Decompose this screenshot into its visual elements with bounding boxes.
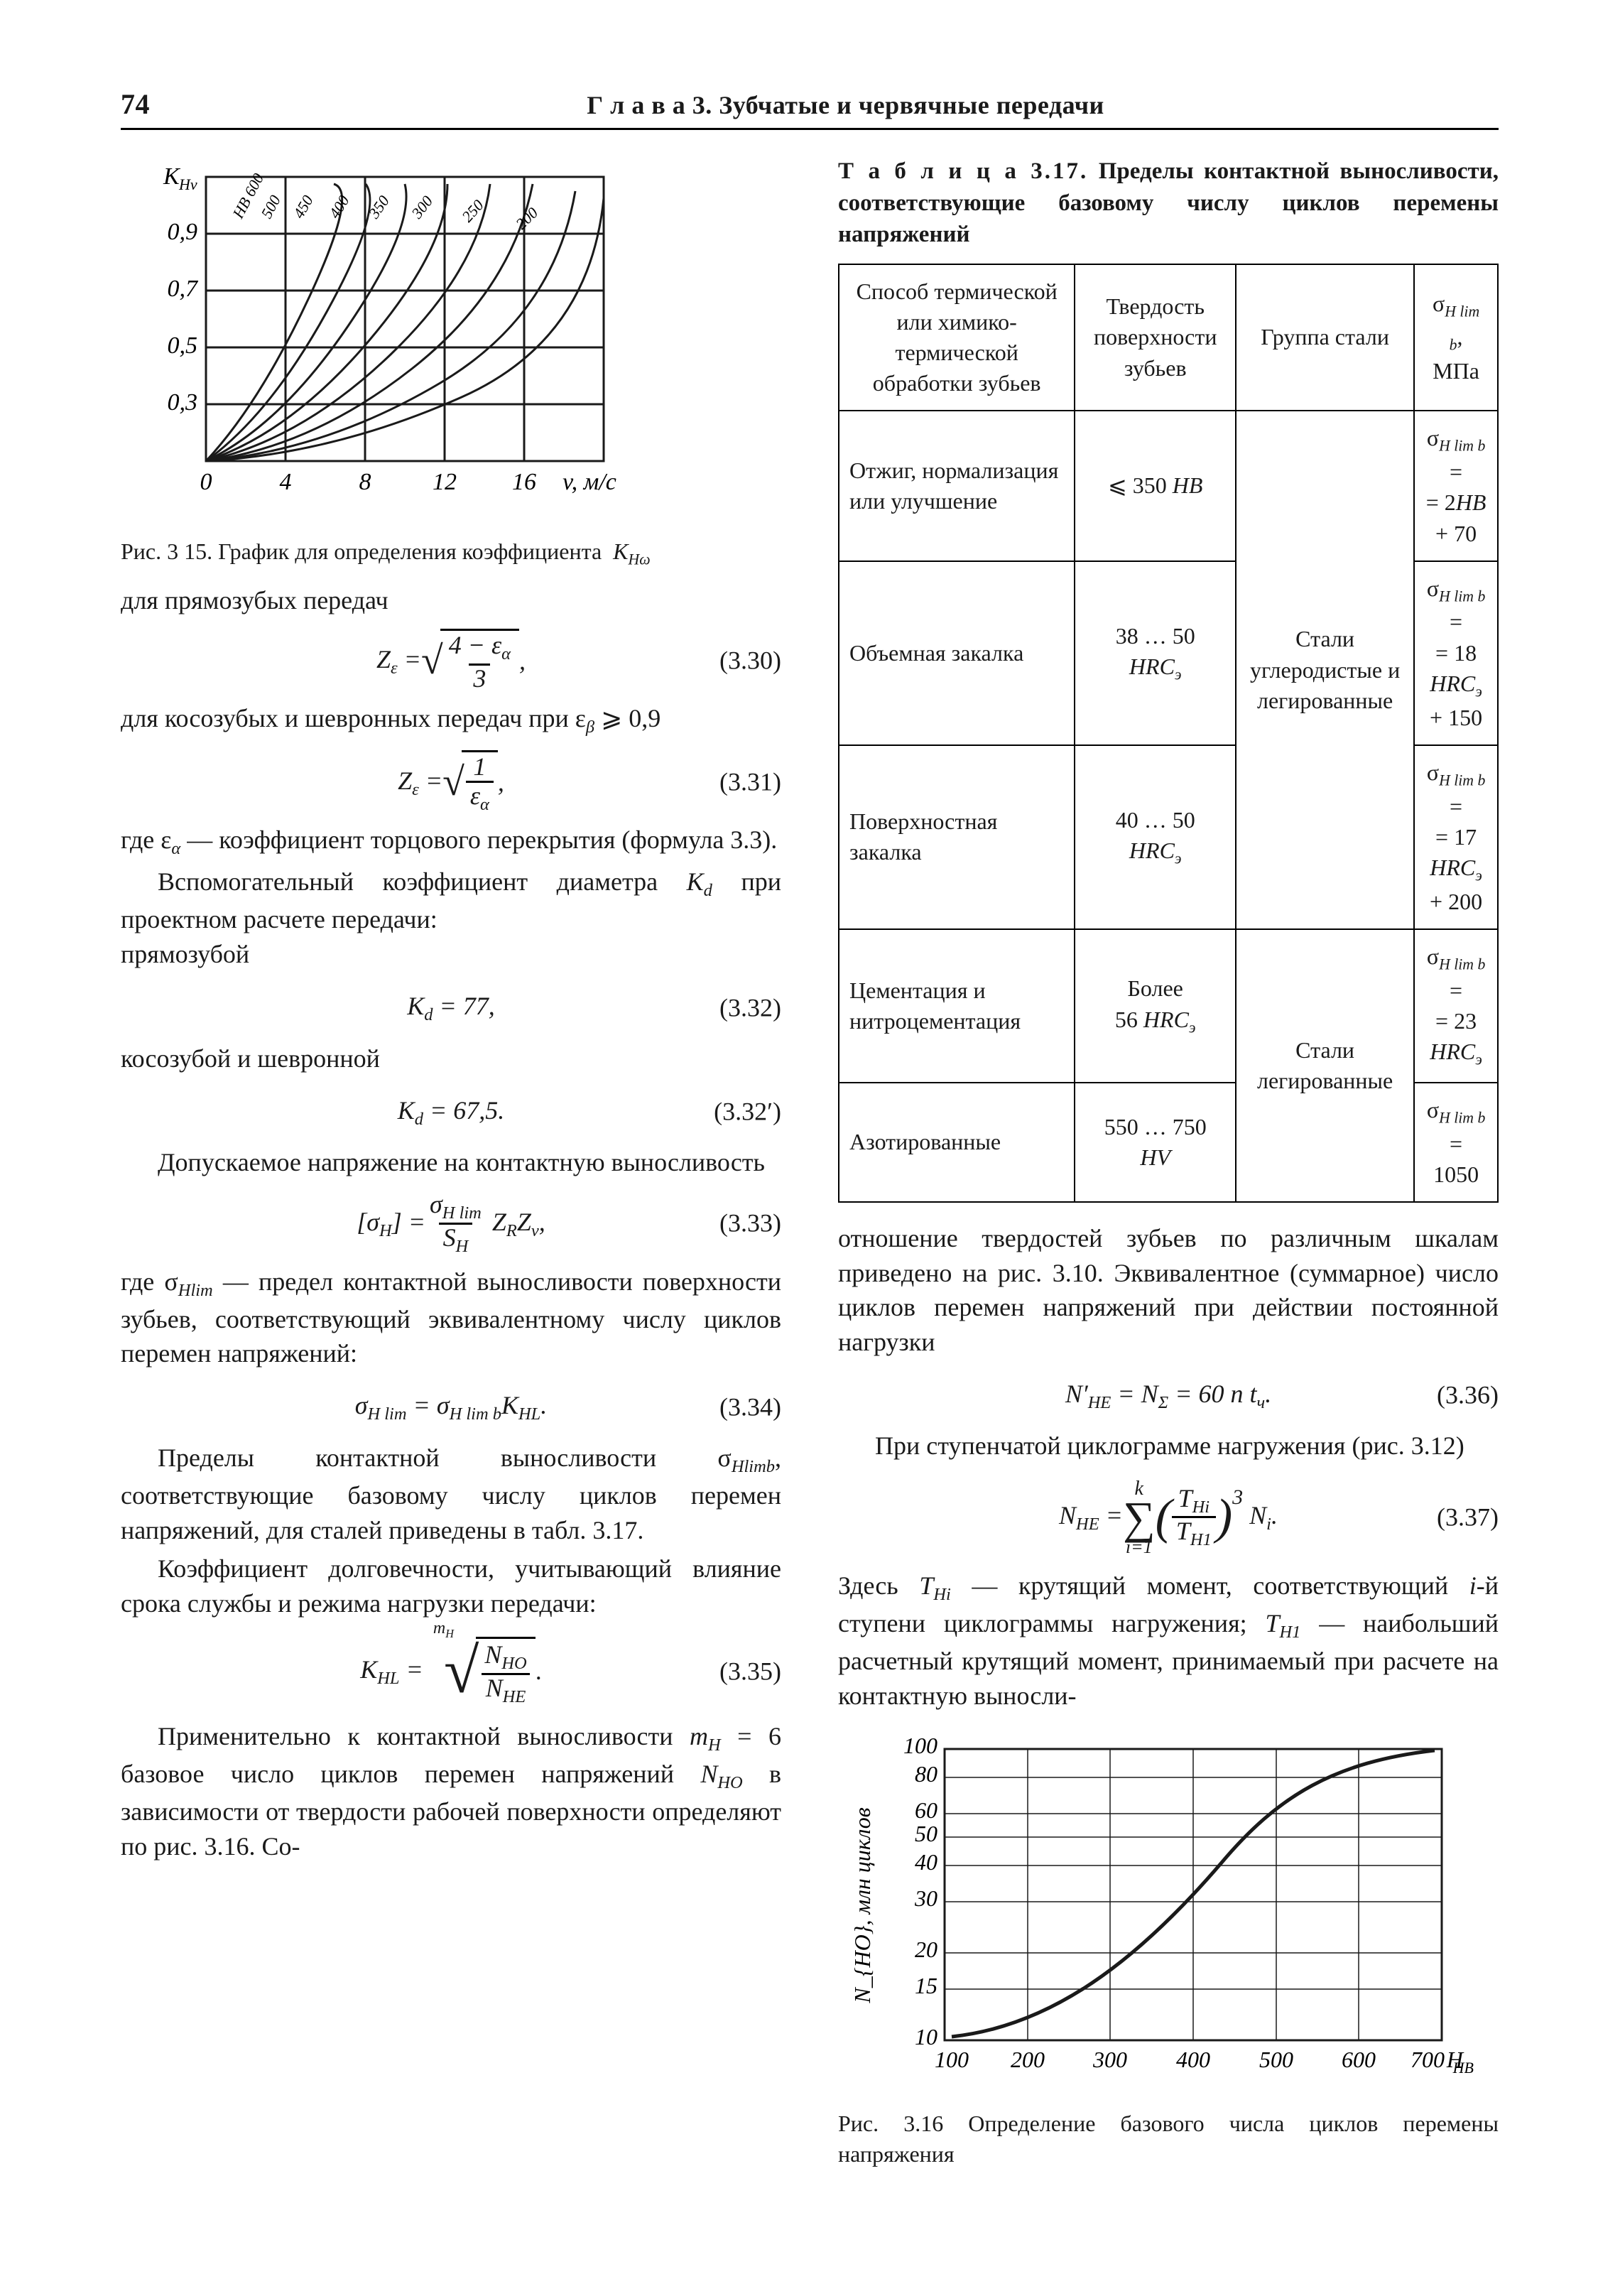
svg-text:400: 400 — [1176, 2047, 1210, 2072]
svg-text:12: 12 — [433, 469, 457, 495]
figure-3-15: K Hv 0,9 0,7 0,5 0,3 0 4 8 12 — [121, 156, 781, 525]
svg-text:500: 500 — [1259, 2047, 1293, 2072]
equation-3-37: NHE = k ∑ i=1 ( THi TH1 )3 Ni. (3.37) — [838, 1475, 1499, 1560]
right-column: Т а б л и ц а 3.17. Пределы контактной в… — [838, 156, 1499, 2182]
left-column: K Hv 0,9 0,7 0,5 0,3 0 4 8 12 — [121, 156, 781, 2182]
para: для прямозубых передач — [121, 583, 781, 618]
para: где εα — коэффициент торцового перекрыти… — [121, 823, 781, 860]
svg-text:40: 40 — [915, 1849, 937, 1875]
table-3-17: Способ термической или химико-термическо… — [838, 264, 1499, 1203]
equation-3-32: Kd = 77, (3.32) — [121, 983, 781, 1033]
svg-text:0,7: 0,7 — [168, 276, 200, 302]
para: Коэффициент долговечности, учитывающий в… — [121, 1552, 781, 1620]
equation-3-30: Zε = √ 4 − εα3 , (3.30) — [121, 629, 781, 693]
svg-text:0,5: 0,5 — [168, 332, 198, 359]
para: косозубой и шевронной — [121, 1041, 781, 1076]
svg-text:600: 600 — [1342, 2047, 1376, 2072]
para: где σHlim — предел контактной выносливос… — [121, 1265, 781, 1371]
chart-khv: K Hv 0,9 0,7 0,5 0,3 0 4 8 12 — [121, 156, 661, 525]
page-number: 74 — [121, 85, 150, 124]
svg-text:50: 50 — [915, 1821, 937, 1846]
svg-text:100: 100 — [935, 2047, 969, 2072]
svg-text:200: 200 — [1011, 2047, 1045, 2072]
equation-3-33: [σH] = σH lim SH ZRZv, (3.33) — [121, 1191, 781, 1256]
chapter-title: Г л а в а 3. Зубчатые и червячные переда… — [192, 88, 1499, 123]
svg-text:v, м/с: v, м/с — [562, 469, 616, 495]
svg-text:4: 4 — [280, 469, 292, 495]
para: Применительно к контактной выносливости … — [121, 1719, 781, 1864]
col-hard: Твердость поверхности зубьев — [1075, 264, 1236, 411]
svg-text:60: 60 — [915, 1797, 937, 1823]
para: Вспомогательный коэффициент диаметра Kd … — [121, 865, 781, 971]
equation-3-36: N′HE = NΣ = 60 n tч. (3.36) — [838, 1370, 1499, 1420]
svg-text:15: 15 — [915, 1973, 937, 1998]
svg-text:10: 10 — [915, 2024, 937, 2049]
running-head: 74 Г л а в а 3. Зубчатые и червячные пер… — [121, 85, 1499, 130]
svg-text:N_{HO}, млн циклов: N_{HO}, млн циклов — [849, 1807, 875, 2003]
col-group: Группа стали — [1236, 264, 1414, 411]
para: Допускаемое напряжение на контактную вын… — [121, 1145, 781, 1180]
col-sig: σH lim b, МПа — [1414, 264, 1498, 411]
figure-3-16-caption: Рис. 3.16 Определение базового числа цик… — [838, 2108, 1499, 2170]
svg-text:Hv: Hv — [178, 175, 197, 193]
chart-nho: 10 15 20 30 40 50 60 80 100 100 200 — [838, 1728, 1477, 2097]
svg-text:0: 0 — [200, 469, 212, 495]
svg-text:30: 30 — [914, 1885, 937, 1911]
svg-text:0,3: 0,3 — [168, 389, 198, 416]
figure-3-16: 10 15 20 30 40 50 60 80 100 100 200 — [838, 1728, 1499, 2097]
para: Здесь THi — крутящий момент, соответству… — [838, 1569, 1499, 1713]
svg-text:20: 20 — [915, 1937, 937, 1962]
svg-text:100: 100 — [903, 1733, 937, 1758]
svg-text:8: 8 — [359, 469, 371, 495]
col-proc: Способ термической или химико-термическо… — [839, 264, 1075, 411]
para: для косозубых и шевронных передач при εβ… — [121, 701, 781, 739]
table-row: Отжиг, нормализация или улучшение ⩽ 350 … — [839, 411, 1498, 561]
svg-text:0,9: 0,9 — [168, 219, 198, 245]
para: отношение твердостей зубьев по различным… — [838, 1221, 1499, 1359]
svg-text:700: 700 — [1411, 2047, 1445, 2072]
table-row: Цементация и нитроцементация Более56 HRC… — [839, 929, 1498, 1083]
para: При ступенчатой циклограмме нагружения (… — [838, 1429, 1499, 1463]
equation-3-34: σH lim = σH lim bKHL. (3.34) — [121, 1382, 781, 1432]
svg-text:80: 80 — [915, 1761, 937, 1787]
para: Пределы контактной выносливости σHlimb, … — [121, 1441, 781, 1547]
figure-3-15-caption: Рис. 3 15. График для определения коэффи… — [121, 536, 781, 570]
table-3-17-caption: Т а б л и ц а 3.17. Пределы контактной в… — [838, 156, 1499, 251]
svg-text:HB: HB — [1452, 2059, 1474, 2076]
equation-3-35: KHL = mH √ NHONHE . (3.35) — [121, 1632, 781, 1711]
equation-3-31: Zε = √ 1εα , (3.31) — [121, 750, 781, 814]
svg-text:16: 16 — [512, 469, 536, 495]
svg-text:300: 300 — [1092, 2047, 1127, 2072]
equation-3-32p: Kd = 67,5. (3.32′) — [121, 1087, 781, 1137]
